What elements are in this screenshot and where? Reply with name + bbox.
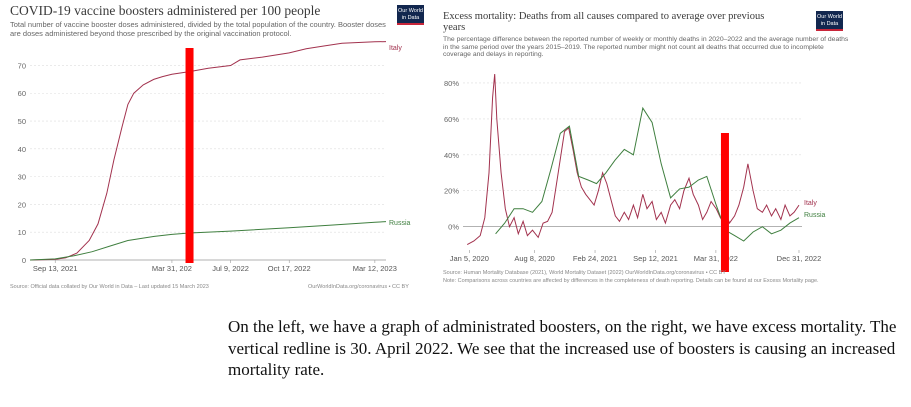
series-line-russia <box>29 221 387 261</box>
y-tick-label: 10 <box>18 228 26 237</box>
x-tick-label: Dec 31, 2022 <box>777 254 822 263</box>
boosters-chart: 0 10 20 30 40 50 60 70 Sep 13, 2021 Mar 31, 202 Ju… <box>18 41 411 273</box>
boosters-chart-title: COVID-19 vaccine boosters administered p… <box>10 3 321 18</box>
series-line-italy <box>29 41 387 261</box>
series-label-italy: Italy <box>389 45 402 52</box>
mortality-chart-url[interactable]: OurWorldInData.org/coronavirus • CC BY <box>625 270 726 276</box>
y-tick-label: 50 <box>18 117 26 126</box>
y-tick-label: 30 <box>18 173 26 182</box>
y-tick-label: 40 <box>18 145 26 154</box>
x-tick-label: Sep 13, 2021 <box>33 264 78 273</box>
y-tick-label: 70 <box>18 61 26 70</box>
x-tick-label: Feb 24, 2021 <box>573 254 617 263</box>
series-label-russia: Russia <box>804 212 826 219</box>
y-tick-label: 80% <box>444 79 459 88</box>
x-tick-label: Jul 9, 2022 <box>212 264 249 273</box>
series-label-russia: Russia <box>389 220 411 227</box>
excess-mortality-chart: 0% 20% 40% 60% 80% Jan 5, 2020 Aug 8, 2020 Feb … <box>444 73 826 272</box>
vertical-marker-line <box>185 48 194 263</box>
series-label-italy: Italy <box>804 200 817 207</box>
boosters-chart-url[interactable]: OurWorldInData.org/coronavirus • CC BY <box>308 284 409 290</box>
boosters-chart-subtitle: Total number of vaccine booster doses ad… <box>10 20 386 38</box>
x-tick-label: Jan 5, 2020 <box>450 254 489 263</box>
mortality-chart-source: Source: Human Mortality Database (2021),… <box>443 270 726 276</box>
x-tick-label: Mar 12, 2023 <box>353 264 397 273</box>
x-tick-label: Mar 31, 202 <box>152 264 192 273</box>
excess-mortality-chart-panel: Excess mortality: Deaths from all causes… <box>437 0 911 300</box>
boosters-chart-source: Source: Official data collated by Our Wo… <box>10 284 209 290</box>
y-tick-label: 60 <box>18 89 26 98</box>
y-tick-label: 0% <box>448 223 459 232</box>
x-tick-label: Mar 31, 2022 <box>694 254 738 263</box>
owid-logo[interactable]: Our World in Data <box>397 5 424 25</box>
y-tick-label: 20% <box>444 187 459 196</box>
x-tick-label: Aug 8, 2020 <box>514 254 554 263</box>
mortality-chart-subtitle: The percentage difference between the re… <box>443 36 849 59</box>
mortality-chart-note: Note: Comparisons across countries are a… <box>443 278 819 284</box>
mortality-chart-title: Excess mortality: Deaths from all causes… <box>443 11 765 33</box>
y-tick-label: 40% <box>444 151 459 160</box>
x-tick-label: Oct 17, 2022 <box>268 264 311 273</box>
y-tick-label: 60% <box>444 115 459 124</box>
series-line-russia <box>495 106 800 242</box>
vertical-marker-line <box>720 133 729 272</box>
boosters-chart-panel: COVID-19 vaccine boosters administered p… <box>0 0 430 300</box>
caption-text: On the left, we have a graph of administ… <box>228 317 897 379</box>
y-tick-label: 0 <box>22 256 26 265</box>
x-tick-label: Sep 12, 2021 <box>633 254 678 263</box>
series-line-italy <box>466 73 800 246</box>
owid-logo[interactable]: Our World in Data <box>816 11 843 31</box>
y-tick-label: 20 <box>18 200 26 209</box>
